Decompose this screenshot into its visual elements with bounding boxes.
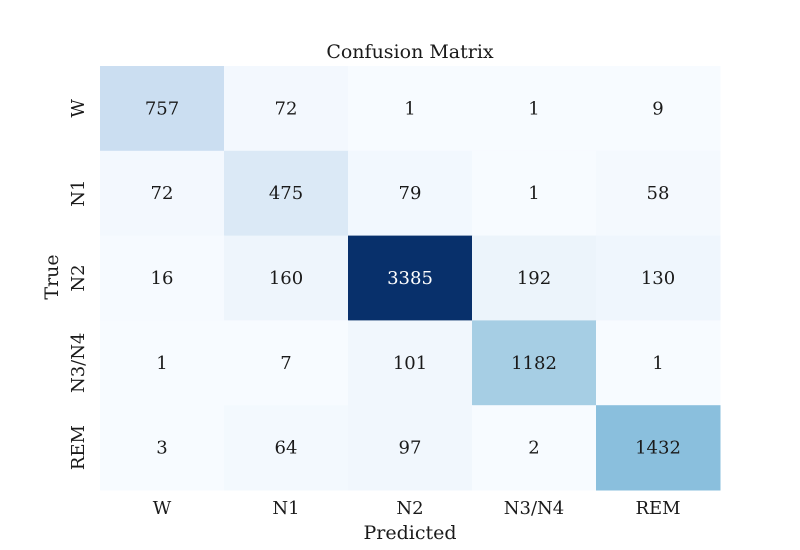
x-tick-label: N1 <box>272 498 299 519</box>
cell-value-label: 72 <box>151 183 174 204</box>
heatmap-cell <box>100 66 225 152</box>
cell-value-label: 757 <box>145 98 179 119</box>
heatmap-cell <box>224 150 349 237</box>
heatmap-cell <box>596 66 721 152</box>
heatmap-cell <box>596 405 721 491</box>
cell-value-label: 1432 <box>635 438 681 459</box>
y-tick-label: N2 <box>68 264 89 291</box>
heatmap-cell <box>224 320 349 406</box>
cell-value-label: 1182 <box>511 353 557 374</box>
cell-value-label: 72 <box>275 98 298 119</box>
y-axis-label: True <box>41 254 63 299</box>
cell-value-label: 101 <box>393 353 427 374</box>
cell-value-label: 160 <box>269 268 303 289</box>
cell-value-label: 3385 <box>387 268 433 289</box>
y-tick-label: N1 <box>68 180 89 207</box>
cell-value-label: 475 <box>269 183 303 204</box>
x-tick-label: W <box>153 498 172 519</box>
cell-value-label: 9 <box>652 98 663 119</box>
cell-value-label: 130 <box>641 268 675 289</box>
heatmap-cell <box>224 66 349 152</box>
heatmap-cell <box>100 150 225 237</box>
heatmap-cell <box>596 150 721 237</box>
heatmap-cell <box>348 150 473 237</box>
cell-value-label: 1 <box>528 183 539 204</box>
x-tick-labels: W N1 N2 N3/N4 REM <box>153 498 681 519</box>
x-tick-label: N2 <box>396 498 423 519</box>
heatmap-cells <box>100 66 721 491</box>
heatmap-cell <box>472 405 597 491</box>
cell-value-label: 1 <box>528 98 539 119</box>
heatmap-cell <box>472 66 597 152</box>
cell-value-label: 64 <box>275 438 298 459</box>
cell-value-label: 7 <box>280 353 291 374</box>
cell-value-label: 79 <box>399 183 422 204</box>
chart-title: Confusion Matrix <box>326 41 494 63</box>
heatmap-cell <box>472 150 597 237</box>
cell-value-label: 1 <box>652 353 663 374</box>
cell-value-label: 97 <box>399 438 422 459</box>
heatmap-cell <box>348 235 473 321</box>
x-tick-label: N3/N4 <box>504 498 564 519</box>
heatmap-cell <box>100 405 225 491</box>
heatmap-cell <box>596 235 721 321</box>
heatmap-cell <box>224 235 349 321</box>
cell-value-label: 58 <box>647 183 670 204</box>
y-tick-labels: W N1 N2 N3/N4 REM <box>68 99 89 471</box>
heatmap-cell <box>224 405 349 491</box>
cell-value-label: 2 <box>528 438 539 459</box>
cell-value-label: 3 <box>156 438 167 459</box>
x-axis-label: Predicted <box>363 522 456 544</box>
heatmap-cell <box>100 320 225 406</box>
cell-value-label: 1 <box>404 98 415 119</box>
y-tick-label: REM <box>68 425 89 470</box>
heatmap-cell <box>100 235 225 321</box>
cell-value-label: 1 <box>156 353 167 374</box>
cell-value-label: 192 <box>517 268 551 289</box>
y-tick-label: N3/N4 <box>68 333 89 393</box>
heatmap-cell <box>472 320 597 406</box>
cell-value-label: 16 <box>151 268 174 289</box>
x-tick-label: REM <box>635 498 680 519</box>
heatmap-cell <box>348 66 473 152</box>
y-tick-label: W <box>68 99 89 118</box>
heatmap-cell <box>472 235 597 321</box>
heatmap-cell <box>596 320 721 406</box>
heatmap-cell <box>348 320 473 406</box>
heatmap-cell <box>348 405 473 491</box>
